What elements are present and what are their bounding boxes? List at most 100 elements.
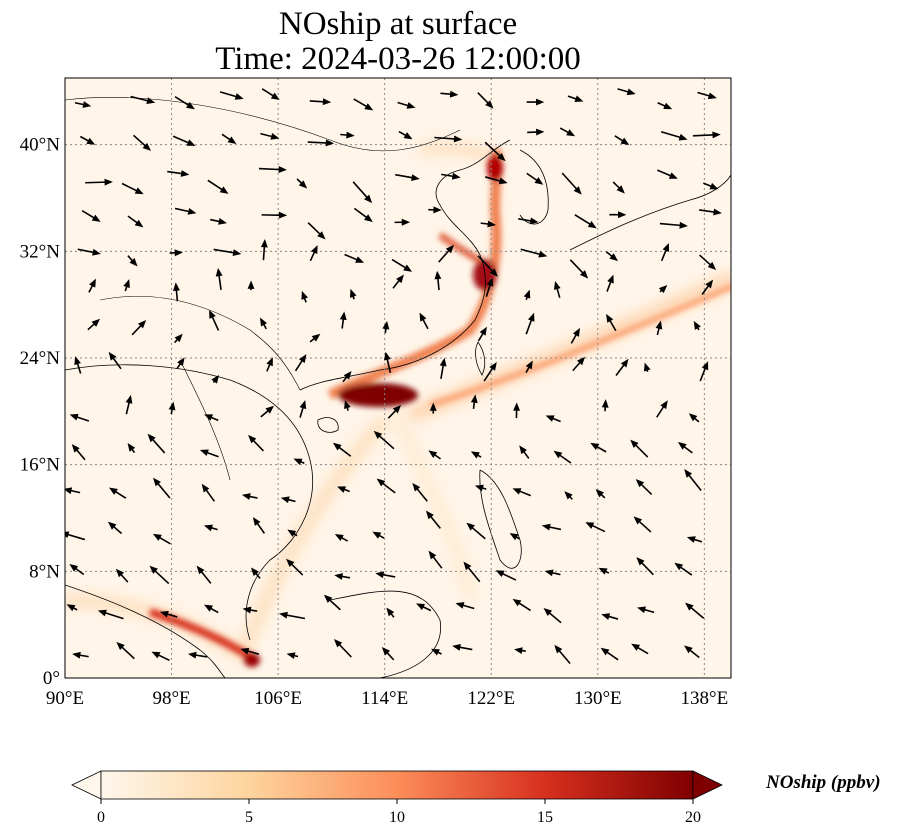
wind-arrow [381,647,395,661]
wind-arrow [605,251,619,262]
colorbar-tick-label: 0 [97,809,105,826]
wind-arrow [699,208,722,216]
wind-arrow [307,139,335,147]
wind-arrow [595,489,606,499]
wind-arrow [484,141,506,162]
wind-arrow [240,647,260,655]
wind-arrow [71,444,86,461]
x-tick-label: 138°E [681,688,729,709]
wind-arrow [375,571,396,579]
wind-arrow [574,214,597,229]
wind-arrow [554,644,571,665]
wind-arrow [121,182,144,195]
wind-arrow [633,516,652,533]
wind-arrow [340,131,355,139]
wind-arrow [477,255,498,277]
wind-arrow [159,610,178,618]
wind-arrow [703,182,719,190]
wind-arrow [169,249,184,257]
wind-vectors [65,88,722,665]
map-subtitle-time: Time: 2024-03-26 12:00:00 [215,41,581,77]
wind-arrow [617,88,636,96]
wind-arrow [293,458,305,466]
wind-arrow [242,606,258,614]
wind-arrow [74,101,92,108]
x-tick-label: 90°E [46,688,84,709]
wind-arrow [600,647,619,661]
map-background [65,78,731,678]
wind-arrow [657,169,678,179]
wind-arrow [484,176,508,185]
wind-arrow [693,320,701,331]
coastline-sumatra [65,584,226,678]
wind-arrow [131,319,147,336]
wind-arrow [570,327,580,344]
wind-arrow [512,488,532,497]
x-tick-label: 122°E [467,688,515,709]
wind-arrow [294,354,307,372]
wind-arrow [615,358,629,376]
wind-arrow [598,567,610,575]
wind-arrow [553,450,572,464]
wind-arrow [564,491,573,500]
wind-arrow [127,215,144,228]
wind-arrow [428,450,441,460]
wind-arrow [412,482,428,502]
wind-arrow [601,399,609,412]
wind-arrow [353,207,373,223]
wind-arrow [635,479,653,496]
wind-arrow [286,558,304,576]
wind-arrow [526,98,545,106]
wind-arrow [614,135,630,146]
wind-arrow [429,402,437,414]
wind-arrow [344,253,365,263]
wind-arrow [434,270,442,291]
wind-arrow [686,536,703,543]
wind-arrow [176,357,185,370]
wind-arrow [559,127,576,137]
x-tick-label: 114°E [361,688,408,709]
wind-arrow [606,274,614,292]
wind-arrow [428,550,443,569]
wind-arrow [97,609,124,620]
wind-arrow [352,181,373,204]
wind-arrow [201,483,216,502]
wind-arrow [518,217,539,225]
wind-arrow [697,91,717,100]
wind-arrow [333,638,352,658]
wind-arrow [287,529,298,537]
wind-arrow [612,181,625,194]
wind-arrow [394,218,411,226]
wind-arrow [241,493,258,500]
coastline-taiwan [475,341,486,376]
wind-arrow [636,557,654,576]
wind-arrow [334,573,351,580]
wind-arrow [342,370,352,383]
wind-arrow [167,170,190,177]
wind-arrow [260,239,268,261]
wind-arrow [685,602,705,619]
colorbar-body [100,770,694,800]
wind-arrow [637,606,655,614]
wind-arrow [187,651,208,659]
wind-arrow [87,318,101,331]
wind-arrow [660,130,688,141]
wind-arrow [419,312,429,330]
wind-arrow [466,522,486,540]
wind-arrow [585,522,606,533]
y-tick-label: 0° [43,668,60,689]
wind-arrow [397,101,416,109]
wind-arrow [215,267,223,290]
wind-arrow [204,414,219,422]
wind-arrow [258,166,287,173]
wind-arrow [65,487,81,495]
wind-arrow [334,533,349,542]
wind-arrow [387,404,402,419]
wind-arrow [376,478,396,494]
wind-arrow [440,172,461,180]
wind-arrow [526,172,544,185]
wind-arrow [353,98,374,111]
wind-arrow [260,132,280,140]
wind-arrow [439,357,447,379]
wind-arrow [74,356,82,374]
